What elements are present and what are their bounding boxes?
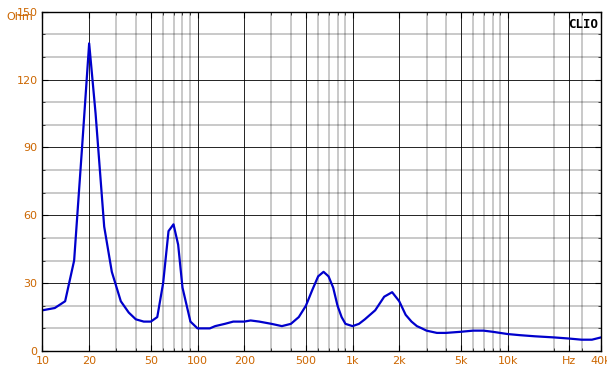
Text: CLIO: CLIO	[568, 18, 598, 32]
Text: Ohm: Ohm	[6, 12, 33, 22]
